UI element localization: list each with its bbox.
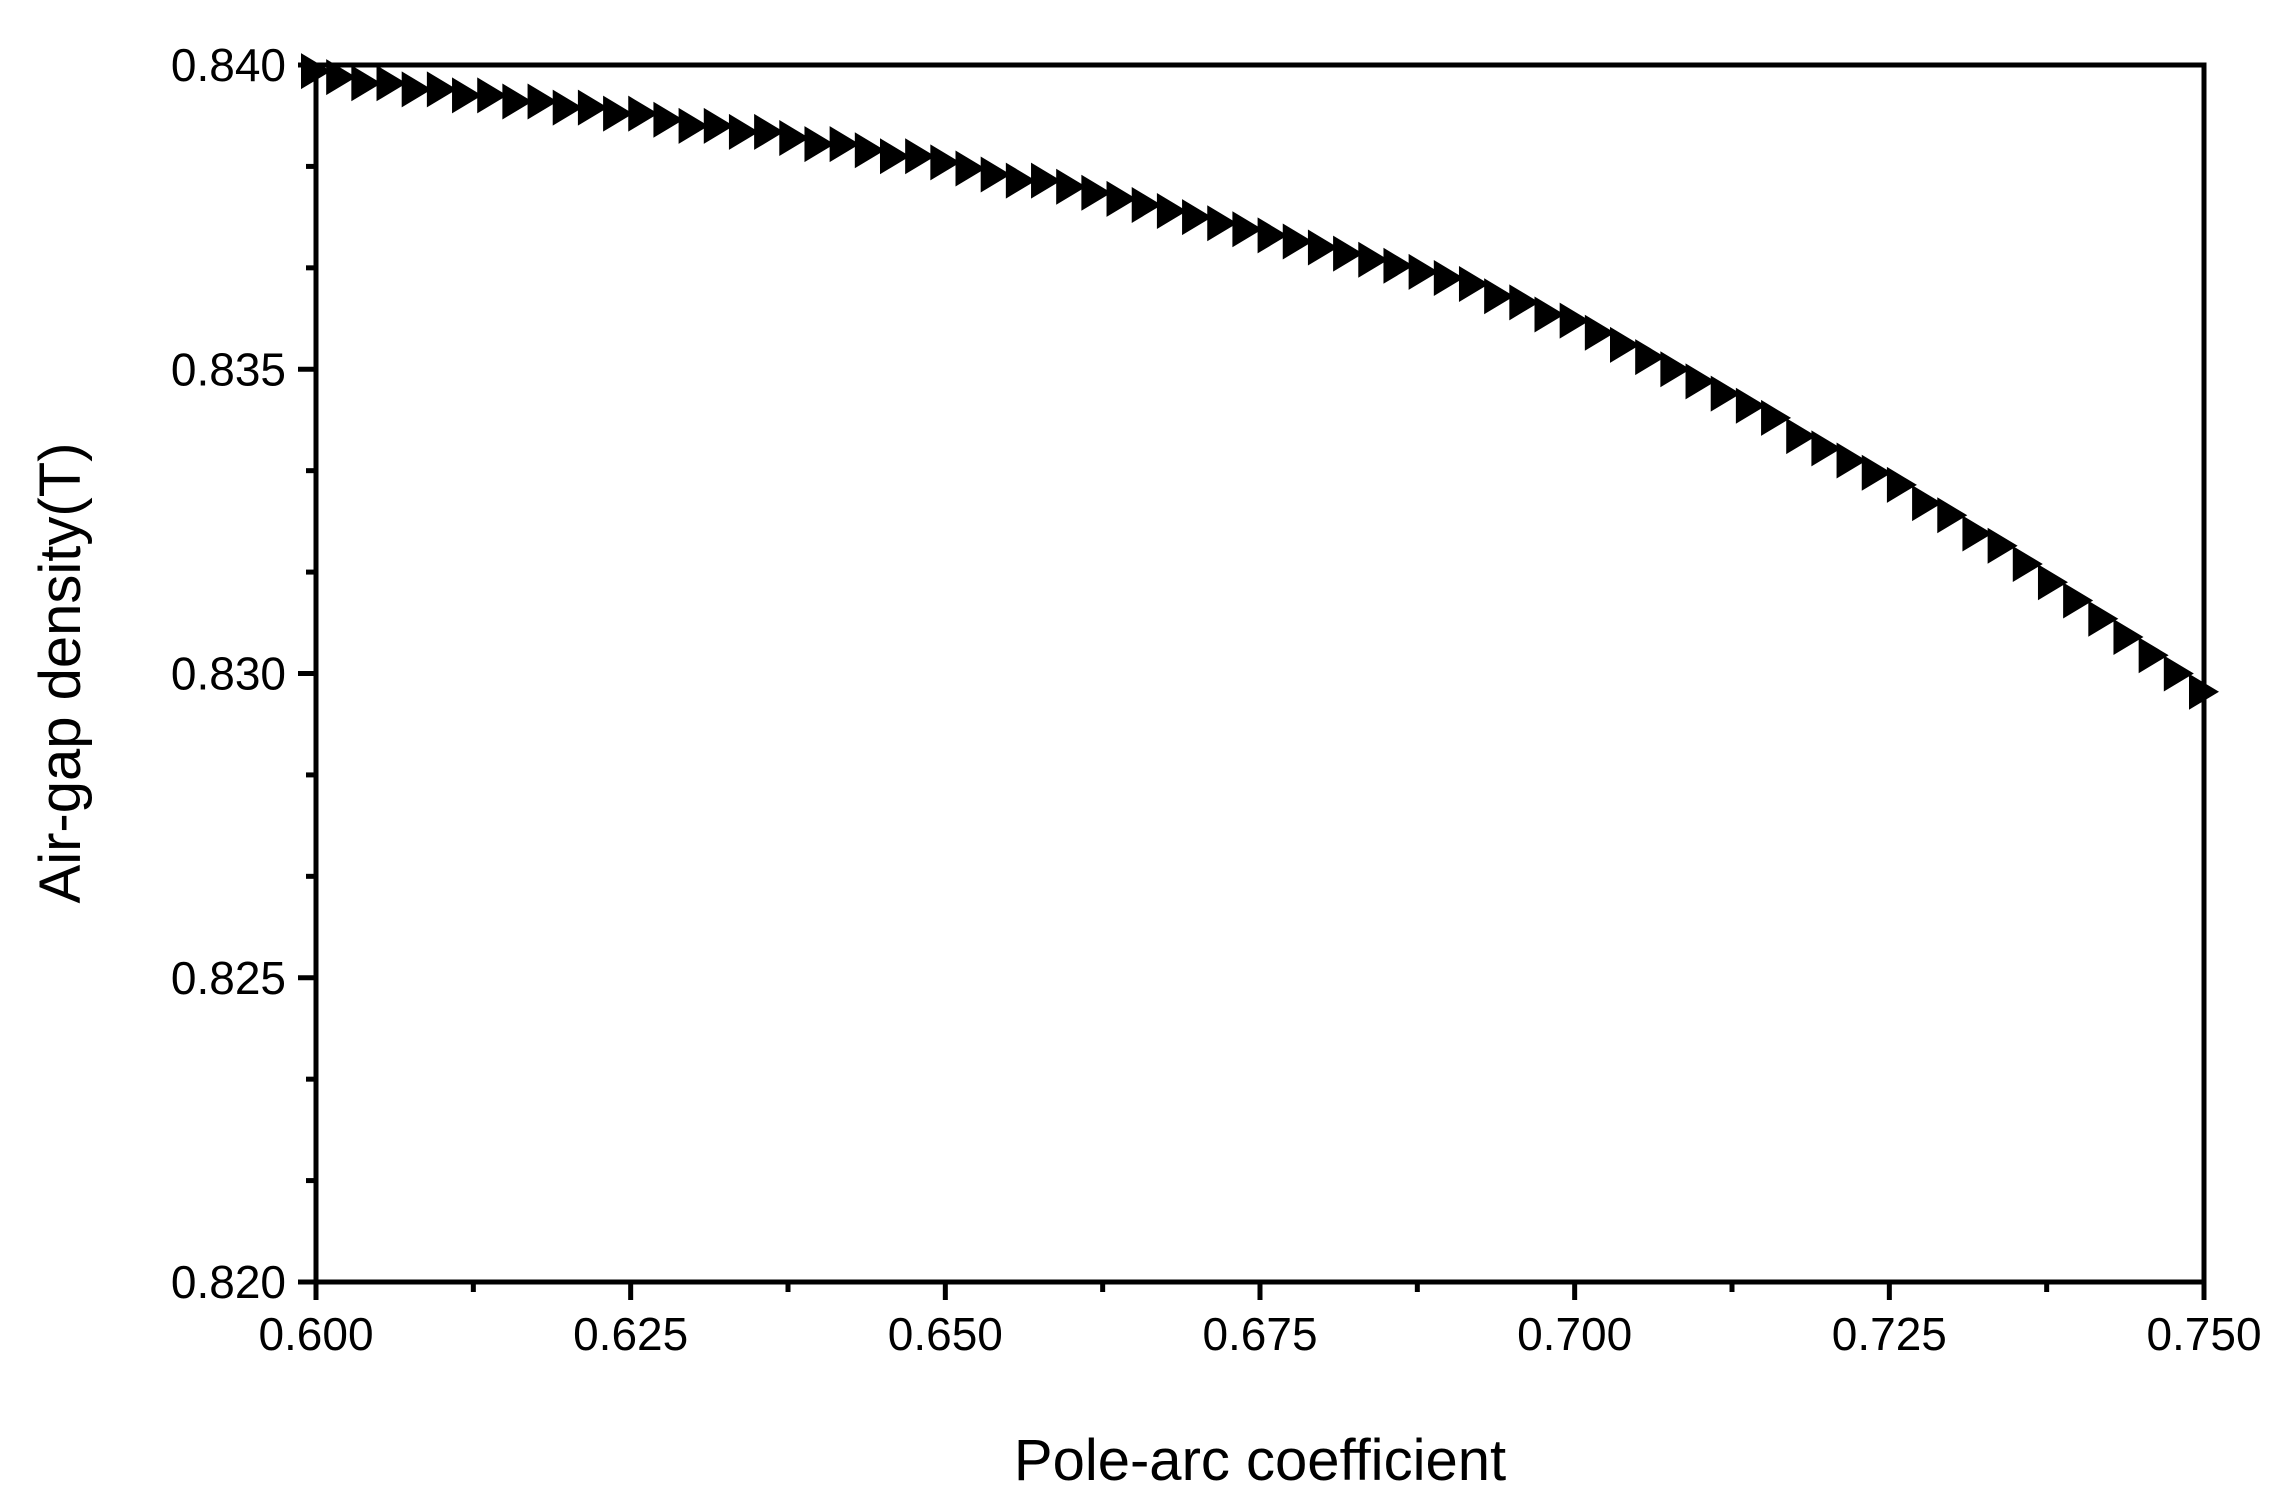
data-point — [980, 156, 1011, 193]
data-point — [1358, 241, 1389, 278]
data-point — [1509, 284, 1540, 321]
data-point — [326, 59, 357, 96]
x-tick-label: 0.650 — [888, 1308, 1003, 1360]
data-point — [1207, 205, 1238, 242]
data-point — [1534, 296, 1565, 333]
data-point — [2113, 618, 2144, 655]
data-point — [1257, 217, 1288, 254]
data-point — [1081, 174, 1112, 211]
data-point — [1131, 186, 1162, 223]
data-point — [879, 138, 910, 175]
data-point — [1735, 387, 1766, 424]
data-point — [1786, 418, 1817, 455]
data-point — [502, 83, 533, 120]
data-point — [1282, 223, 1313, 260]
data-point — [1886, 466, 1917, 503]
data-point — [829, 126, 860, 163]
x-tick-label: 0.600 — [258, 1308, 373, 1360]
data-point — [2138, 637, 2169, 674]
data-point — [703, 107, 734, 144]
data-point — [1484, 278, 1515, 315]
data-point — [376, 65, 407, 102]
data-point — [1610, 326, 1641, 363]
data-point — [1333, 235, 1364, 272]
y-tick-label: 0.820 — [171, 1256, 286, 1308]
x-axis-title: Pole-arc coefficient — [1014, 1428, 1506, 1493]
data-point — [527, 83, 558, 120]
data-point — [1106, 180, 1137, 217]
data-point — [804, 126, 835, 163]
data-point — [351, 65, 382, 102]
data-point — [1912, 485, 1943, 522]
x-tick-label: 0.725 — [1832, 1308, 1947, 1360]
data-point — [2012, 545, 2043, 582]
data-point — [779, 120, 810, 157]
data-point — [653, 101, 684, 138]
data-point — [2037, 564, 2068, 601]
data-point — [728, 113, 759, 150]
x-axis: 0.600 0.625 0.650 0.675 0.700 0.725 0.750 — [258, 1282, 2262, 1360]
data-markers — [301, 53, 2219, 710]
data-point — [754, 113, 785, 150]
data-point — [1635, 339, 1666, 376]
data-point — [2088, 600, 2119, 637]
y-tick-label: 0.840 — [171, 39, 286, 91]
data-point — [1836, 442, 1867, 479]
data-point — [2063, 582, 2094, 619]
data-point — [1232, 211, 1263, 248]
data-point — [1307, 229, 1338, 266]
data-point — [1383, 247, 1414, 284]
y-tick-label: 0.825 — [171, 952, 286, 1004]
data-point — [1584, 314, 1615, 351]
data-point — [552, 89, 583, 126]
data-point — [1156, 193, 1187, 230]
data-point — [577, 89, 608, 126]
data-point — [1710, 375, 1741, 412]
data-point — [1433, 259, 1464, 296]
data-point — [1031, 162, 1062, 199]
y-axis-title: Air-gap density(T) — [28, 443, 93, 904]
data-point — [2163, 655, 2194, 692]
data-point — [1937, 497, 1968, 534]
data-point — [1685, 363, 1716, 400]
data-point — [628, 95, 659, 132]
data-point — [1811, 430, 1842, 467]
data-point — [1056, 168, 1087, 205]
y-axis: 0.820 0.825 0.830 0.835 0.840 — [171, 39, 316, 1308]
data-point — [401, 71, 432, 108]
data-point — [1987, 527, 2018, 564]
data-point — [1458, 266, 1489, 303]
data-point — [452, 77, 483, 114]
data-point — [854, 132, 885, 169]
y-tick-label: 0.830 — [171, 648, 286, 700]
data-point — [1559, 302, 1590, 339]
data-point — [1962, 515, 1993, 552]
data-point — [426, 71, 457, 108]
data-point — [477, 77, 508, 114]
data-point — [678, 107, 709, 144]
data-point — [930, 144, 961, 181]
x-tick-label: 0.675 — [1202, 1308, 1317, 1360]
data-point — [1761, 399, 1792, 436]
x-tick-label: 0.750 — [2146, 1308, 2261, 1360]
x-tick-label: 0.700 — [1517, 1308, 1632, 1360]
y-tick-label: 0.835 — [171, 343, 286, 395]
x-tick-label: 0.625 — [573, 1308, 688, 1360]
data-point — [1660, 351, 1691, 388]
data-point — [603, 95, 634, 132]
data-point — [1861, 454, 1892, 491]
data-point — [905, 138, 936, 175]
data-point — [955, 150, 986, 187]
data-point — [1182, 199, 1213, 236]
data-point — [1005, 162, 1036, 199]
data-point — [1408, 253, 1439, 290]
